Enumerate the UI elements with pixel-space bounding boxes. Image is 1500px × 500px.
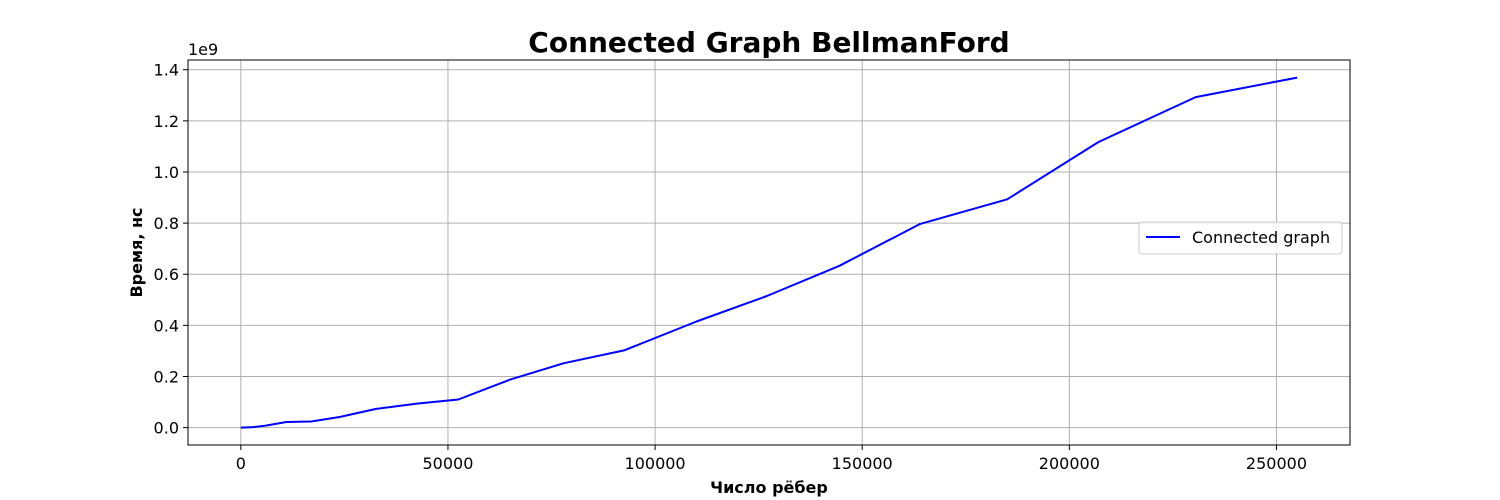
series-layer: [240, 76, 1298, 429]
y-tick-label: 0.2: [154, 367, 179, 386]
plot-frame: [187, 59, 1351, 446]
legend-box: [1138, 221, 1343, 255]
y-tick-label: 1.2: [154, 112, 179, 131]
x-tick-label: 200000: [1039, 454, 1100, 473]
y-tick-label: 1.4: [154, 61, 179, 80]
x-tick-label: 100000: [625, 454, 686, 473]
ticks-layer: 0 50000 100000 150000 200000 250000 0.0 0.2 0.4 0…: [154, 61, 1307, 473]
x-tick-label: 250000: [1246, 454, 1307, 473]
y-tick-label: 1.0: [154, 163, 179, 182]
x-tick-label: 150000: [832, 454, 893, 473]
x-tick-label: 0: [236, 454, 246, 473]
legend: Connected graph: [1138, 221, 1343, 255]
y-tick-label: 0.0: [154, 419, 179, 438]
chart-title: Connected Graph BellmanFord: [528, 26, 1009, 59]
y-axis-label: Время, нс: [127, 207, 146, 297]
x-axis-label: Число рёбер: [710, 478, 828, 497]
grid-layer: [188, 60, 1350, 445]
x-tick-label: 50000: [422, 454, 473, 473]
y-tick-label: 0.4: [154, 316, 179, 335]
y-offset-label: 1e9: [188, 40, 218, 59]
y-tick-label: 0.8: [154, 214, 179, 233]
legend-label-connected-graph: Connected graph: [1192, 228, 1330, 247]
series-line-connected-graph: [240, 76, 1298, 429]
y-tick-label: 0.6: [154, 265, 179, 284]
